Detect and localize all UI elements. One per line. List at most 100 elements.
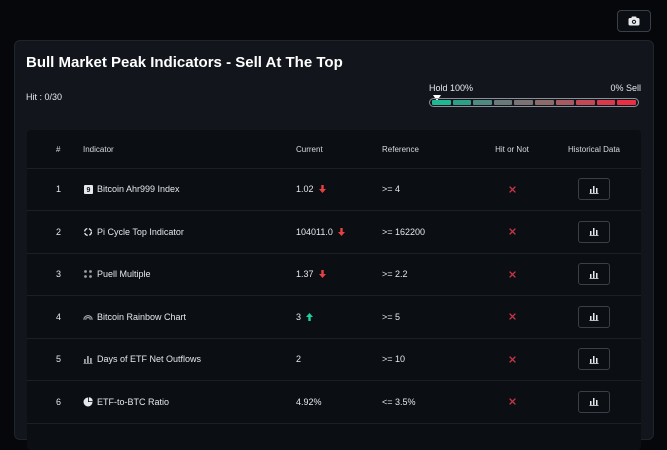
- historical-data-button[interactable]: [578, 220, 610, 243]
- row-number: 6: [56, 396, 62, 407]
- bar-chart-icon: [589, 312, 599, 321]
- indicator-label: Bitcoin Rainbow Chart: [97, 311, 187, 322]
- historical-data-button[interactable]: [578, 305, 610, 328]
- row-number: 3: [56, 269, 62, 279]
- meter-segment: [493, 100, 513, 105]
- meter-sell-label: 0% Sell: [610, 83, 641, 93]
- bar-chart-icon: [589, 227, 599, 236]
- meter-segment: [473, 100, 492, 105]
- indicator-name[interactable]: 9 Bitcoin Ahr999 Index: [83, 168, 180, 210]
- table-row: 2 Pi Cycle Top Indicator 104011.0 >= 162200: [27, 211, 641, 254]
- bar-chart-icon: [589, 270, 599, 279]
- current-value-text: 1.37: [296, 269, 314, 279]
- row-number: 1: [56, 184, 62, 194]
- current-value: 1.02: [296, 168, 326, 210]
- table-row: 4 Bitcoin Rainbow Chart 3 >= 5: [27, 296, 641, 339]
- indicator-name[interactable]: ETF-to-BTC Ratio: [83, 381, 169, 423]
- current-value-text: 1.02: [296, 184, 314, 194]
- table-header: # Indicator Current Reference Hit or Not…: [27, 130, 641, 169]
- meter-segment: [617, 100, 636, 105]
- table-row: 1 9 Bitcoin Ahr999 Index 1.02 >= 4: [27, 168, 641, 211]
- reference-value: >= 2.2: [382, 269, 408, 279]
- reference-value: >= 162200: [382, 226, 426, 237]
- indicator-label: Puell Multiple: [97, 269, 151, 279]
- reference-value: >= 5: [382, 311, 401, 322]
- meter-segment: [576, 100, 595, 105]
- hit-status: [493, 381, 531, 423]
- historical-data-button[interactable]: [578, 263, 610, 285]
- camera-icon: [628, 16, 640, 26]
- trend-up-icon: [306, 312, 314, 321]
- indicator-label: Pi Cycle Top Indicator: [97, 226, 184, 237]
- header-hit: Hit or Not: [495, 144, 529, 154]
- meter-hold-label: Hold 100%: [429, 83, 474, 93]
- current-value: 1.37: [296, 253, 326, 295]
- header-reference: Reference: [382, 144, 419, 154]
- header-indicator: Indicator: [83, 144, 114, 154]
- pie-chart-icon: [83, 396, 93, 407]
- x-icon: [508, 313, 516, 320]
- header-history: Historical Data: [567, 144, 620, 154]
- meter-segment: [534, 100, 554, 105]
- svg-text:9: 9: [86, 187, 90, 194]
- current-value: 2: [296, 338, 301, 380]
- indicator-name[interactable]: Bitcoin Rainbow Chart: [83, 296, 186, 338]
- rainbow-icon: [83, 312, 93, 322]
- current-value-text: 4.92%: [296, 396, 322, 407]
- current-value: 4.92%: [296, 381, 322, 423]
- current-value: 3: [296, 296, 314, 338]
- hold-sell-meter: [429, 98, 639, 107]
- current-value-text: 2: [296, 354, 302, 364]
- reference-value: >= 10: [382, 354, 406, 364]
- meter-segment: [514, 100, 533, 105]
- reference-value: <= 3.5%: [382, 396, 416, 407]
- x-icon: [508, 228, 516, 235]
- current-value-text: 104011.0: [296, 226, 333, 237]
- hit-status: [493, 168, 531, 210]
- meter-segment: [555, 100, 575, 105]
- x-icon: [508, 398, 516, 405]
- historical-data-button[interactable]: [578, 348, 610, 370]
- meter-segment: [432, 100, 451, 105]
- x-icon: [508, 355, 516, 363]
- hit-status: [493, 211, 531, 253]
- header-current: Current: [296, 144, 323, 154]
- indicator-name[interactable]: Pi Cycle Top Indicator: [83, 211, 184, 253]
- hit-count: Hit : 0/30: [26, 92, 63, 102]
- row-number: 2: [56, 226, 62, 237]
- page-title: Bull Market Peak Indicators - Sell At Th…: [26, 54, 343, 71]
- puell-icon: [83, 269, 93, 279]
- indicator-name[interactable]: Days of ETF Net Outflows: [83, 338, 201, 380]
- table-row: 3 Puell Multiple 1.37 >= 2.2: [27, 253, 641, 296]
- hit-status: [493, 338, 531, 380]
- historical-data-button[interactable]: [578, 178, 610, 200]
- indicator-name[interactable]: Puell Multiple: [83, 253, 151, 295]
- current-value-text: 3: [296, 311, 302, 322]
- header-num: #: [56, 144, 61, 154]
- meter-segment: [596, 100, 616, 105]
- indicators-table: # Indicator Current Reference Hit or Not…: [27, 130, 641, 450]
- historical-data-button[interactable]: [578, 390, 610, 413]
- pi-cycle-icon: [83, 227, 93, 237]
- table-row: 6 ETF-to-BTC Ratio 4.92% <= 3.5%: [27, 381, 641, 424]
- x-icon: [508, 185, 516, 193]
- x-icon: [508, 270, 516, 278]
- indicator-label: Bitcoin Ahr999 Index: [97, 184, 180, 194]
- trend-down-icon: [337, 227, 345, 236]
- current-value: 104011.0: [296, 211, 345, 253]
- hit-status: [493, 296, 531, 338]
- trend-down-icon: [318, 185, 326, 193]
- indicator-label: Days of ETF Net Outflows: [97, 354, 202, 364]
- indicator-label: ETF-to-BTC Ratio: [97, 396, 170, 407]
- hit-status: [493, 253, 531, 295]
- row-number: 4: [56, 311, 62, 322]
- bar-chart-icon: [83, 354, 93, 364]
- bar-chart-icon: [589, 397, 599, 406]
- reference-value: >= 4: [382, 184, 401, 194]
- bar-chart-icon: [589, 355, 599, 364]
- bar-chart-icon: [589, 185, 599, 194]
- meter-segment: [452, 100, 472, 105]
- indicators-panel: Bull Market Peak Indicators - Sell At Th…: [14, 40, 654, 450]
- table-row: 5 Days of ETF Net Outflows 2 >= 10: [27, 338, 641, 381]
- screenshot-button[interactable]: [617, 10, 651, 32]
